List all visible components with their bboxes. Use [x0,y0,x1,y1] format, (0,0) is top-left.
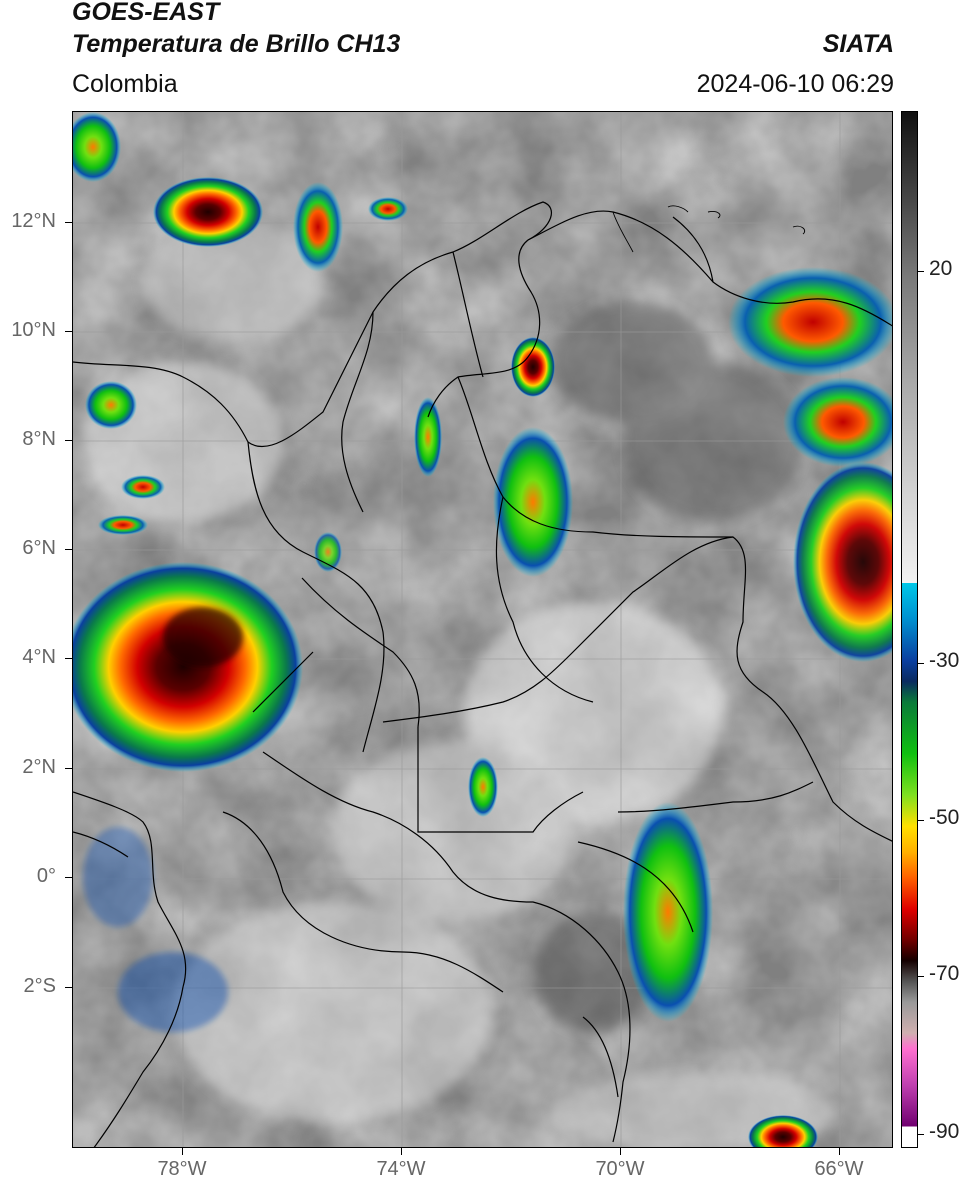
colorbar-tick [918,1134,924,1135]
lat-tick [65,549,72,550]
colorbar-label: -30 [929,649,960,672]
datetime-label: 2024-06-10 06:29 [696,70,894,98]
lat-label: 8°N [22,428,56,450]
lat-tick [65,222,72,223]
lat-tick [65,440,72,441]
islands [612,205,806,253]
colorbar-tick [918,663,924,664]
colorbar-label: -90 [929,1120,960,1143]
convective-cells [73,112,892,1147]
lat-tick [65,987,72,988]
colorbar-tick [918,271,924,272]
satellite-map[interactable] [72,111,893,1148]
colorbar-tick [918,976,924,977]
product-title: Temperatura de Brillo CH13 [72,30,401,58]
lat-tick [65,658,72,659]
lat-label: 2°N [22,756,56,778]
lon-tick [401,1148,402,1155]
colorbar-label: -70 [929,962,960,985]
lon-tick [839,1148,840,1155]
colorbar-label: -50 [929,806,960,829]
colorbar-label: 20 [929,257,953,280]
lon-tick [182,1148,183,1155]
lat-tick [65,331,72,332]
lat-label: 2°S [23,975,56,997]
lat-label: 12°N [11,210,56,232]
colorbar-tick [918,820,924,821]
lat-label: 0° [36,865,56,887]
satellite-title: GOES-EAST [72,0,220,26]
lon-label: 74°W [376,1158,426,1180]
coastlines-borders [73,201,892,1147]
lat-label: 10°N [11,319,56,341]
lat-tick [65,877,72,878]
institution-label: SIATA [822,30,894,58]
lat-tick [65,768,72,769]
map-canvas [73,112,892,1147]
lon-label: 70°W [595,1158,645,1180]
lon-label: 78°W [157,1158,207,1180]
colorbar [901,111,918,1148]
lon-label: 66°W [814,1158,864,1180]
lat-label: 6°N [22,537,56,559]
lat-label: 4°N [22,646,56,668]
lon-tick [620,1148,621,1155]
region-label: Colombia [72,70,178,98]
